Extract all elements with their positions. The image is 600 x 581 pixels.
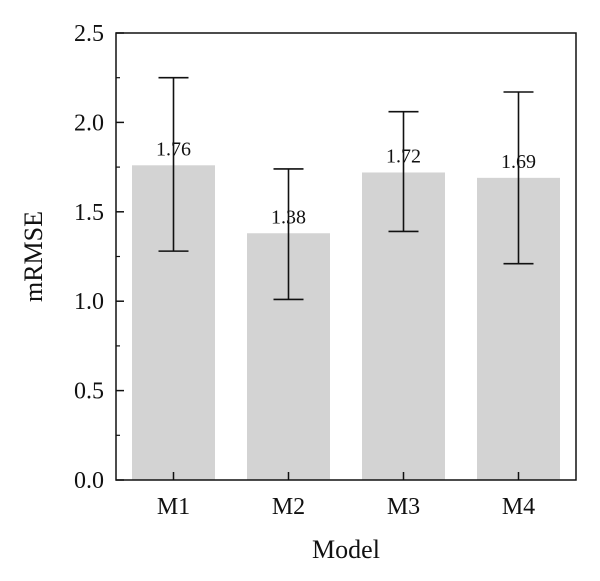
y-tick-label: 2.0	[74, 110, 104, 136]
bars-group	[132, 165, 560, 481]
y-axis-title: mRMSE	[19, 211, 48, 302]
y-tick-label: 1.0	[74, 289, 104, 315]
y-tick-label: 0.0	[74, 468, 104, 494]
x-tick-label-M1: M1	[157, 494, 190, 520]
error-bars-group	[158, 76, 534, 301]
x-axis-title: Model	[312, 535, 380, 564]
y-tick-label: 2.5	[74, 21, 104, 47]
y-tick-label: 0.5	[74, 379, 104, 405]
data-label-M3: 1.72	[386, 145, 421, 167]
y-tick-label: 1.5	[74, 200, 104, 226]
x-tick-label-M3: M3	[387, 494, 420, 520]
data-label-M2: 1.38	[271, 206, 306, 228]
x-axis: M1 M2 M3 M4	[157, 472, 535, 520]
data-labels-group: 1.76 1.38 1.72 1.69	[156, 138, 536, 228]
y-axis: 0.0 0.5 1.0 1.5 2.0 2.5	[74, 21, 124, 494]
data-label-M1: 1.76	[156, 138, 191, 160]
x-tick-label-M4: M4	[502, 494, 535, 520]
data-label-M4: 1.69	[501, 151, 536, 173]
x-tick-label-M2: M2	[272, 494, 305, 520]
